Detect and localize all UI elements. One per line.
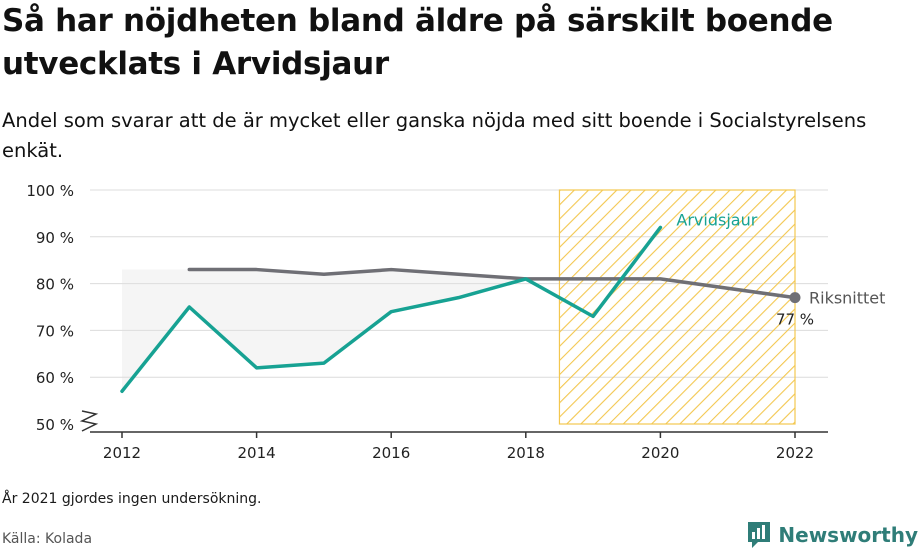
riket-end-point [789,292,801,304]
y-tick-label: 80 % [36,276,74,294]
source-label: Källa: Kolada [2,531,93,547]
x-tick-label: 2014 [238,444,276,462]
x-tick-label: 2016 [372,444,410,462]
series-label-riket: Riksnittet [809,289,885,308]
series-line-riket [187,267,797,300]
y-tick-label: 60 % [36,369,74,387]
x-tick-label: 2020 [641,444,679,462]
axis-break-icon [79,410,99,432]
y-tick-label: 90 % [36,229,74,247]
x-tick-label: 2022 [776,444,814,462]
series-label-arvidsjaur: Arvidsjaur [676,210,757,229]
brand-name: Newsworthy [778,523,918,547]
y-tick-label: 70 % [36,322,74,340]
chart-title: Så har nöjdheten bland äldre på särskilt… [2,3,833,82]
chart-subtitle: Andel som svarar att de är mycket eller … [2,109,867,162]
series-line-arvidsjaur [120,225,663,393]
end-value-label: 77 % [776,311,814,329]
y-tick-label: 50 % [36,416,74,434]
line-chart: 50 % 60 % 70 % 80 % 90 % 100 % 2012 2014 2016 20… [26,182,885,462]
newsworthy-logo-icon [748,522,771,548]
x-tick-label: 2018 [507,444,545,462]
brand-logo: Newsworthy [746,520,918,550]
x-tick-label: 2012 [103,444,141,462]
footnote: År 2021 gjordes ingen undersökning. [2,491,262,507]
y-tick-label: 100 % [26,182,74,200]
